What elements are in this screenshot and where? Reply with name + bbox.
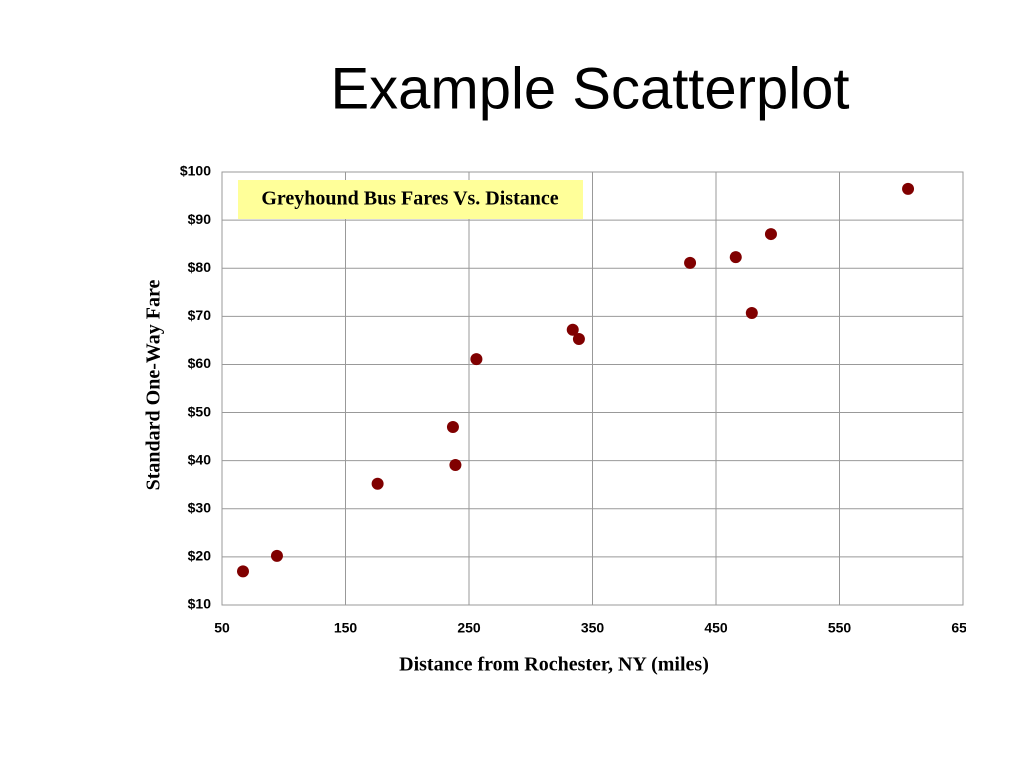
y-tick-label: $80 xyxy=(188,259,212,275)
point xyxy=(270,549,283,562)
x-tick-label: 150 xyxy=(334,620,358,636)
x-tick-label: 550 xyxy=(828,620,852,636)
y-tick-label: $70 xyxy=(188,307,212,323)
chart-title: Greyhound Bus Fares Vs. Distance xyxy=(261,188,558,210)
point xyxy=(446,420,459,433)
y-tick-label: $90 xyxy=(188,211,212,227)
x-tick-label: 50 xyxy=(214,620,230,636)
y-tick-label: $40 xyxy=(188,451,212,467)
point xyxy=(729,251,742,264)
x-tick-label: 450 xyxy=(704,620,728,636)
y-tick-label: $100 xyxy=(180,163,211,179)
slide-title: Example Scatterplot xyxy=(330,56,849,121)
y-tick-label: $10 xyxy=(188,596,212,612)
chart-title-box xyxy=(238,180,583,219)
point xyxy=(572,332,585,345)
point xyxy=(684,256,697,269)
point xyxy=(902,182,915,195)
y-tick-label: $60 xyxy=(188,355,212,371)
y-tick-label: $30 xyxy=(188,499,212,515)
y-axis-label: Standard One-Way Fare xyxy=(143,280,165,491)
x-axis-label: Distance from Rochester, NY (miles) xyxy=(399,654,709,676)
y-tick-label: $50 xyxy=(188,403,212,419)
point xyxy=(745,306,758,319)
x-tick-label: 250 xyxy=(457,620,481,636)
x-tick-label: 650 xyxy=(951,620,975,636)
point xyxy=(371,477,384,490)
point xyxy=(236,565,249,578)
x-tick-label: 350 xyxy=(581,620,605,636)
point xyxy=(449,458,462,471)
y-tick-label: $20 xyxy=(188,548,212,564)
point xyxy=(470,353,483,366)
point xyxy=(566,323,579,336)
point xyxy=(764,228,777,241)
